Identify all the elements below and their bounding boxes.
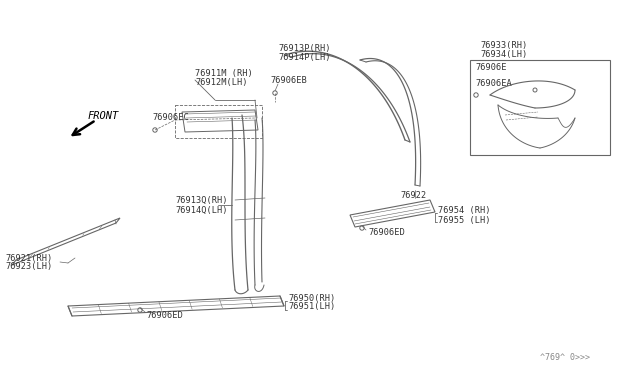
Text: 76906ED: 76906ED	[368, 228, 404, 237]
Text: 76913Q(RH): 76913Q(RH)	[175, 196, 227, 205]
Text: 76922: 76922	[400, 190, 426, 199]
Text: 76906E: 76906E	[475, 62, 506, 71]
Text: ^769^ 0>>>: ^769^ 0>>>	[540, 353, 590, 362]
Text: 76954 (RH): 76954 (RH)	[438, 205, 490, 215]
Text: 76914P(LH): 76914P(LH)	[278, 52, 330, 61]
Text: 76906EC: 76906EC	[152, 112, 189, 122]
Text: 76913P(RH): 76913P(RH)	[278, 44, 330, 52]
Text: 76933(RH): 76933(RH)	[480, 41, 527, 49]
Text: 76912M(LH): 76912M(LH)	[195, 77, 248, 87]
Text: 76951(LH): 76951(LH)	[288, 302, 335, 311]
Text: 76906EB: 76906EB	[270, 76, 307, 84]
Text: 76921(RH): 76921(RH)	[5, 253, 52, 263]
Text: 76906EA: 76906EA	[475, 78, 512, 87]
Text: 76906ED: 76906ED	[146, 311, 183, 320]
Text: 76934(LH): 76934(LH)	[480, 49, 527, 58]
Text: 76955 (LH): 76955 (LH)	[438, 215, 490, 224]
Text: 76911M (RH): 76911M (RH)	[195, 68, 253, 77]
Text: 76923(LH): 76923(LH)	[5, 263, 52, 272]
Text: 76950(RH): 76950(RH)	[288, 294, 335, 302]
Text: FRONT: FRONT	[88, 111, 119, 121]
Text: 76914Q(LH): 76914Q(LH)	[175, 205, 227, 215]
